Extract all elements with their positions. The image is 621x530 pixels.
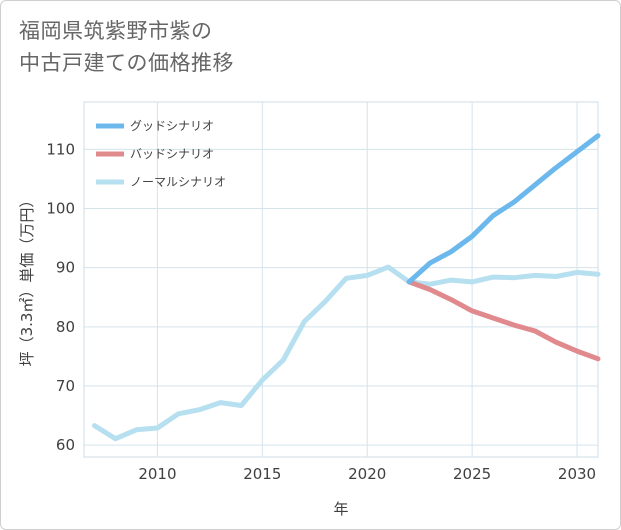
y-axis-label: 坪（3.3㎡）単価（万円） (18, 193, 36, 367)
y-tick-label: 70 (56, 377, 75, 395)
chart-title-line1: 福岡県筑紫野市紫の (19, 19, 213, 43)
y-tick-label: 80 (56, 318, 75, 336)
x-tick-label: 2020 (348, 465, 386, 483)
series-line-2 (92, 264, 601, 442)
legend-label: ノーマルシナリオ (130, 175, 226, 189)
y-axis-ticks: 60 70 80 90 100 110 (46, 140, 75, 454)
series-lines (92, 133, 601, 442)
plot-frame (83, 101, 599, 458)
series-line-1 (406, 279, 601, 362)
x-tick-label: 2010 (138, 465, 176, 483)
chart-title-line2: 中古戸建ての価格推移 (19, 51, 234, 75)
y-tick-label: 100 (46, 200, 75, 218)
grid (83, 101, 599, 458)
y-tick-label: 90 (56, 259, 75, 277)
legend-label: バッドシナリオ (130, 147, 214, 161)
legend-label: グッドシナリオ (130, 119, 214, 133)
x-axis-label: 年 (333, 500, 348, 518)
x-axis-ticks: 2010 2015 2020 2025 2030 (138, 465, 596, 483)
y-tick-label: 60 (56, 436, 75, 454)
x-tick-label: 2025 (453, 465, 491, 483)
y-tick-label: 110 (46, 140, 75, 158)
x-tick-label: 2015 (243, 465, 281, 483)
series-line-0 (406, 133, 601, 285)
x-tick-label: 2030 (558, 465, 596, 483)
chart-title: 福岡県筑紫野市紫の 中古戸建ての価格推移 (19, 15, 234, 79)
